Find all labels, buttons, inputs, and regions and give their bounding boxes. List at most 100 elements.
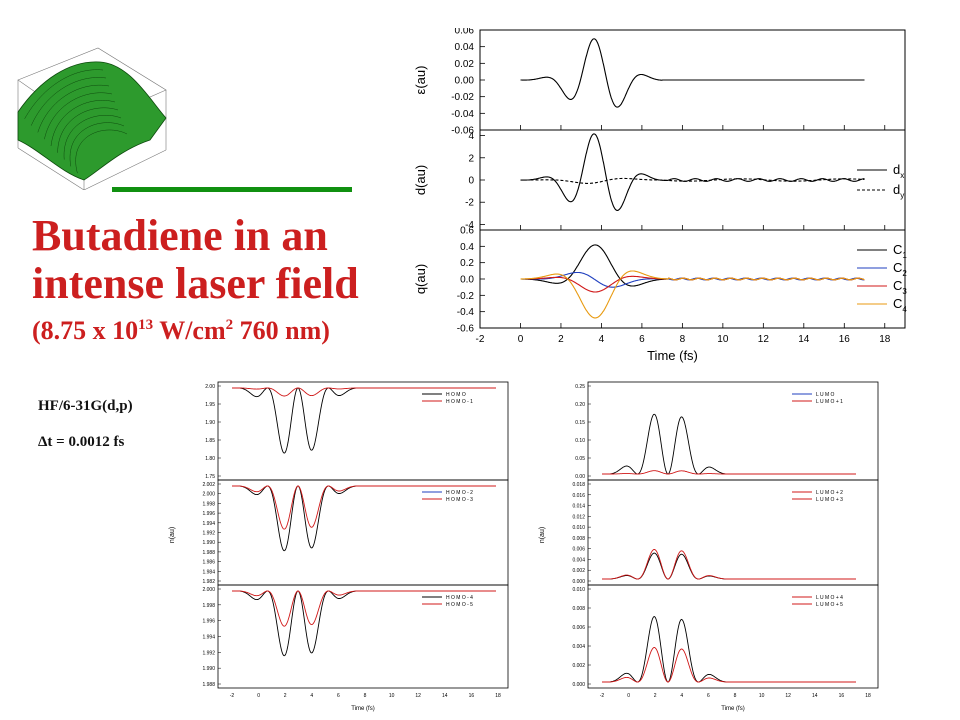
- small-y-tick-label: 0.018: [572, 482, 585, 488]
- small-series-line: [602, 647, 856, 683]
- small-y-tick-label: 0.016: [572, 493, 585, 499]
- small-x-tick-label: 18: [495, 693, 501, 699]
- title-line-1: Butadiene in an: [32, 211, 328, 260]
- small-legend-label: H O M O - 3: [446, 497, 473, 503]
- small-y-tick-label: 1.80: [205, 456, 215, 462]
- x-tick-label: 12: [758, 334, 770, 345]
- x-tick-label: 2: [558, 334, 564, 345]
- method-label: HF/6-31G(d,p): [38, 398, 133, 414]
- small-y-tick-label: 0.000: [572, 579, 585, 585]
- small-x-tick-label: 6: [337, 693, 340, 699]
- small-x-tick-label: 0: [257, 693, 260, 699]
- field-dipole-charge-chart: 0.060.040.020.00-0.02-0.04-0.06ε(au)420-…: [413, 28, 907, 363]
- accent-bar: [112, 187, 352, 192]
- small-y-tick-label: 1.998: [202, 501, 215, 507]
- surface-grid-line: [75, 129, 128, 174]
- series-line-dx: [520, 133, 865, 211]
- y-tick-label: 0.00: [455, 76, 475, 87]
- small-panel-frame: [587, 584, 879, 689]
- x-axis-label: Time (fs): [647, 348, 698, 363]
- small-y-tick-label: 0.10: [575, 438, 585, 444]
- small-y-label: n(au): [169, 527, 176, 543]
- y-tick-label: 0.06: [455, 28, 475, 37]
- small-legend-label: L U M O + 2: [816, 490, 843, 496]
- small-legend-label: H O M O - 5: [446, 602, 473, 608]
- surface-grid-line: [24, 69, 104, 119]
- small-x-axis-label: Time (fs): [351, 706, 374, 712]
- small-y-tick-label: 1.85: [205, 438, 215, 444]
- legend-subscript: 3: [902, 287, 907, 296]
- y-tick-label: 2: [468, 153, 474, 164]
- y-tick-label: -0.6: [457, 324, 475, 335]
- small-y-tick-label: 1.994: [202, 521, 215, 527]
- small-y-tick-label: 1.90: [205, 420, 215, 426]
- small-x-tick-label: 8: [734, 693, 737, 699]
- small-legend-label: H O M O - 2: [446, 490, 473, 496]
- small-y-tick-label: 0.20: [575, 402, 585, 408]
- y-axis-label: q(au): [413, 264, 428, 294]
- page-title: Butadiene in an intense laser field (8.7…: [32, 212, 402, 348]
- small-y-tick-label: 0.002: [572, 663, 585, 669]
- small-y-tick-label: 1.996: [202, 619, 215, 625]
- y-tick-label: -0.2: [457, 291, 475, 302]
- small-y-tick-label: 1.994: [202, 635, 215, 641]
- y-tick-label: 0.02: [455, 59, 475, 70]
- small-y-tick-label: 1.992: [202, 531, 215, 537]
- small-x-tick-label: 18: [865, 693, 871, 699]
- small-x-tick-label: 6: [707, 693, 710, 699]
- small-y-tick-label: 1.75: [205, 474, 215, 480]
- small-series-line: [602, 470, 856, 475]
- small-y-tick-label: 0.006: [572, 625, 585, 631]
- small-y-tick-label: 1.990: [202, 666, 215, 672]
- small-y-tick-label: 0.000: [572, 682, 585, 688]
- small-y-tick-label: 0.004: [572, 557, 585, 563]
- small-y-tick-label: 2.000: [202, 492, 215, 498]
- small-x-tick-label: 4: [310, 693, 313, 699]
- legend-label: dy: [893, 182, 904, 200]
- small-y-tick-label: 0.006: [572, 547, 585, 553]
- y-tick-label: -0.4: [457, 307, 475, 318]
- y-axis-label: ε(au): [413, 66, 428, 95]
- x-tick-label: 18: [879, 334, 891, 345]
- y-tick-label: 0.04: [455, 42, 475, 53]
- small-y-tick-label: 1.990: [202, 540, 215, 546]
- small-series-line: [602, 552, 856, 580]
- small-series-line: [602, 413, 856, 475]
- y-axis-label: d(au): [413, 165, 428, 195]
- small-x-tick-label: 2: [284, 693, 287, 699]
- small-y-tick-label: 0.05: [575, 456, 585, 462]
- y-tick-label: 0.2: [460, 258, 474, 269]
- y-tick-label: 0: [468, 176, 474, 187]
- small-y-tick-label: 0.008: [572, 606, 585, 612]
- legend-subscript: x: [900, 171, 904, 180]
- legend-subscript: 1: [902, 251, 907, 260]
- x-tick-label: 10: [717, 334, 729, 345]
- small-y-tick-label: 0.010: [572, 525, 585, 531]
- small-panel-frame: [587, 381, 879, 481]
- small-x-tick-label: -2: [230, 693, 235, 699]
- small-y-tick-label: 1.95: [205, 402, 215, 408]
- x-tick-label: 4: [599, 334, 605, 345]
- small-legend-label: H O M O - 4: [446, 595, 473, 601]
- y-tick-label: -4: [465, 220, 474, 231]
- small-x-tick-label: 10: [389, 693, 395, 699]
- series-line-field: [520, 38, 865, 108]
- legend-subscript: 4: [902, 305, 907, 314]
- small-series-line: [602, 549, 856, 580]
- surface-grid-line: [44, 92, 113, 140]
- legend-label: dx: [893, 162, 904, 180]
- small-y-tick-label: 0.008: [572, 536, 585, 542]
- small-y-tick-label: 1.988: [202, 682, 215, 688]
- small-legend-label: H O M O - 1: [446, 399, 473, 405]
- surface-grid-line: [69, 122, 125, 167]
- x-tick-label: 0: [518, 334, 524, 345]
- small-legend-label: L U M O + 3: [816, 497, 843, 503]
- x-tick-label: 6: [639, 334, 645, 345]
- small-x-tick-label: 12: [785, 693, 791, 699]
- small-y-tick-label: 0.25: [575, 384, 585, 390]
- series-line-C4: [520, 270, 865, 319]
- small-series-line: [602, 616, 856, 683]
- surface-grid-line: [50, 100, 116, 147]
- series-line-C2: [520, 271, 865, 288]
- small-x-axis-label: Time (fs): [721, 706, 744, 712]
